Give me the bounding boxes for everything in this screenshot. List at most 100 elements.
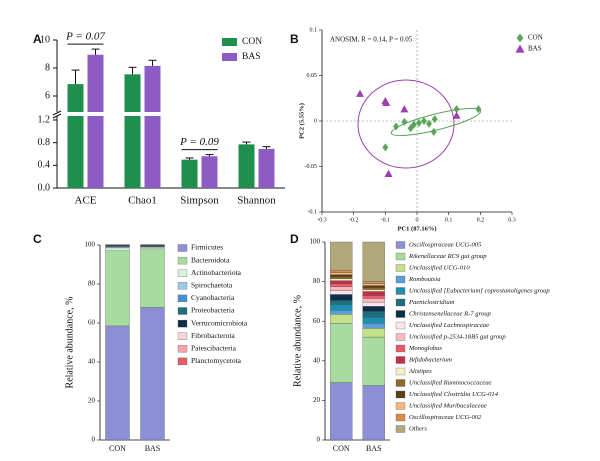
legend-label: Unclassified Lachnospiraceae — [409, 322, 489, 329]
legend-label: BAS — [242, 52, 260, 62]
x-tick-label: 0 — [416, 217, 419, 223]
bar-segment — [362, 289, 385, 292]
legend-label: BAS — [528, 45, 542, 53]
legend-label: Patescibacteria — [191, 344, 237, 353]
point — [430, 127, 437, 136]
x-tick-label: Chao1 — [128, 195, 157, 207]
y-tick-label: 0.0 — [38, 182, 51, 193]
legend-label: Unclassified Ruminococcaceae — [409, 380, 492, 387]
point — [407, 124, 414, 133]
y-tick-label: 80 — [313, 277, 321, 285]
y-tick-label: 6 — [45, 90, 50, 101]
bar-segment — [362, 285, 385, 288]
y-tick-label: -0.05 — [305, 164, 318, 170]
bar-segment — [362, 302, 385, 307]
bar-segment — [140, 247, 165, 250]
bar-segment — [105, 246, 130, 249]
bar — [144, 65, 161, 188]
y-tick-label: 40 — [313, 356, 321, 364]
x-tick-label: -0.3 — [317, 217, 327, 223]
bar-segment — [362, 298, 385, 303]
bar-segment — [330, 314, 353, 324]
x-tick-label: CON — [109, 444, 126, 453]
y-tick-label: 20 — [88, 397, 96, 405]
legend-swatch — [395, 333, 406, 341]
bar-segment — [362, 323, 385, 329]
legend-swatch — [177, 282, 188, 290]
bar-segment — [362, 295, 385, 299]
legend-label: Oscillospiraceae UCG-005 — [409, 242, 482, 249]
legend-label: Romboutsia — [408, 276, 441, 283]
legend-swatch — [395, 275, 406, 284]
bar-segment — [330, 294, 353, 301]
legend-label: Fibrobacterota — [191, 331, 235, 340]
bar-segment — [362, 287, 385, 290]
bar-segment — [105, 247, 130, 251]
bar-segment — [362, 241, 385, 282]
point — [426, 119, 433, 128]
legend-label: Unclassified UCG-010 — [409, 265, 470, 272]
y-tick-label: 10 — [40, 34, 50, 45]
bar — [67, 84, 84, 188]
y-tick-label: 0.4 — [38, 160, 51, 171]
legend-swatch — [395, 413, 406, 422]
ellipse-bas — [357, 79, 455, 169]
annotation: P = 0.09 — [179, 136, 219, 148]
legend-label: Unclassified [Eubacterium] coprostanolig… — [409, 288, 550, 295]
bar-segment — [362, 283, 385, 286]
y-tick-label: 40 — [88, 358, 96, 366]
y-tick-label: 0.1 — [310, 27, 318, 33]
y-tick-label: 80 — [88, 280, 96, 288]
bar-segment — [330, 272, 353, 275]
y-axis-label: PC2 (5.55%) — [298, 103, 305, 139]
legend-swatch — [395, 287, 406, 295]
bar-segment — [330, 274, 353, 277]
bar-segment — [140, 248, 165, 308]
y-tick-label: 100 — [310, 238, 321, 246]
bar-segment — [362, 311, 385, 318]
x-tick-label: Shannon — [237, 195, 276, 207]
y-tick-label: 0 — [317, 436, 321, 444]
y-axis-label: Relative abundance, % — [292, 295, 303, 387]
bar-segment — [330, 276, 353, 279]
point — [415, 118, 422, 127]
legend-swatch — [395, 379, 406, 387]
bar-segment — [362, 291, 385, 296]
legend-swatch — [395, 310, 406, 318]
legend-label: Actinobacteriota — [191, 268, 242, 277]
legend-label: Bifidobacterium — [409, 357, 452, 364]
legend-swatch — [222, 38, 237, 46]
x-tick-label: 0.1 — [445, 217, 453, 223]
legend-swatch — [395, 367, 406, 376]
y-tick-label: 100 — [85, 241, 96, 249]
y-tick-label: 0 — [314, 118, 317, 124]
point — [382, 98, 391, 106]
legend-swatch — [395, 390, 406, 399]
bar — [258, 148, 275, 188]
panel-label: A — [33, 32, 42, 46]
bar-segment — [330, 323, 353, 383]
y-tick-label: 0 — [92, 436, 96, 444]
legend-swatch — [177, 269, 188, 277]
bar-segment — [330, 278, 353, 281]
bar-segment — [362, 385, 385, 441]
legend-swatch — [395, 241, 406, 249]
break-mark — [52, 110, 62, 116]
legend-label: Rikenellaceae RC9 gut group — [408, 253, 487, 260]
legend-swatch — [177, 332, 188, 340]
legend-marker — [515, 44, 525, 53]
legend-swatch — [177, 319, 188, 328]
y-tick-label: 60 — [313, 317, 321, 325]
y-axis-label: Relative abundance, % — [64, 297, 75, 389]
bar — [87, 54, 104, 189]
x-tick-label: 0.3 — [508, 217, 516, 223]
axis-break — [49, 112, 287, 116]
legend-label: Firmicutes — [191, 243, 223, 252]
legend-marker — [516, 33, 524, 43]
legend-label: Paeniclostridium — [408, 299, 455, 306]
legend-label: Bacteroidota — [191, 255, 230, 264]
y-tick-label: 20 — [313, 396, 321, 404]
legend-swatch — [177, 345, 188, 353]
legend-swatch — [395, 298, 406, 307]
